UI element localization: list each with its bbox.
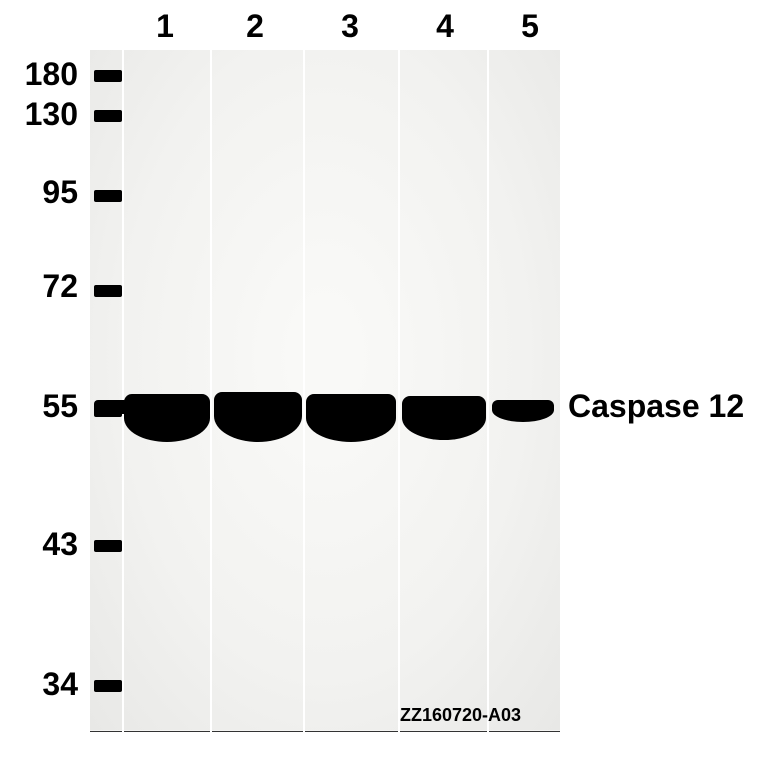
mw-label-95: 95 (10, 174, 78, 211)
marker-band-34 (94, 680, 122, 692)
lane-label-5: 5 (515, 8, 545, 45)
mw-label-43: 43 (10, 526, 78, 563)
band-lane1 (124, 394, 210, 442)
marker-band-43 (94, 540, 122, 552)
mw-label-34: 34 (10, 666, 78, 703)
lane-sep-2 (303, 48, 305, 732)
band-marker-55-bridge (94, 400, 128, 414)
marker-band-72 (94, 285, 122, 297)
band-lane3 (306, 394, 396, 442)
band-lane2 (214, 392, 302, 442)
lane-label-2: 2 (240, 8, 270, 45)
marker-band-130 (94, 110, 122, 122)
lane-sep-3 (398, 48, 400, 732)
mw-label-130: 130 (10, 96, 78, 133)
band-label-caspase12: Caspase 12 (568, 388, 744, 425)
lane-label-3: 3 (335, 8, 365, 45)
band-lane4 (402, 396, 486, 440)
lane-sep-1 (210, 48, 212, 732)
mw-label-72: 72 (10, 268, 78, 305)
blot-shading (90, 50, 560, 730)
marker-band-180 (94, 70, 122, 82)
blot-figure: 1 2 3 4 5 180 130 95 72 55 43 34 Caspase… (0, 0, 764, 764)
marker-band-95 (94, 190, 122, 202)
lane-label-4: 4 (430, 8, 460, 45)
lane-sep-4 (487, 48, 489, 732)
mw-label-180: 180 (10, 56, 78, 93)
lane-label-1: 1 (150, 8, 180, 45)
lane-sep-0 (122, 48, 124, 732)
mw-label-55: 55 (10, 388, 78, 425)
blot-id: ZZ160720-A03 (400, 705, 521, 726)
